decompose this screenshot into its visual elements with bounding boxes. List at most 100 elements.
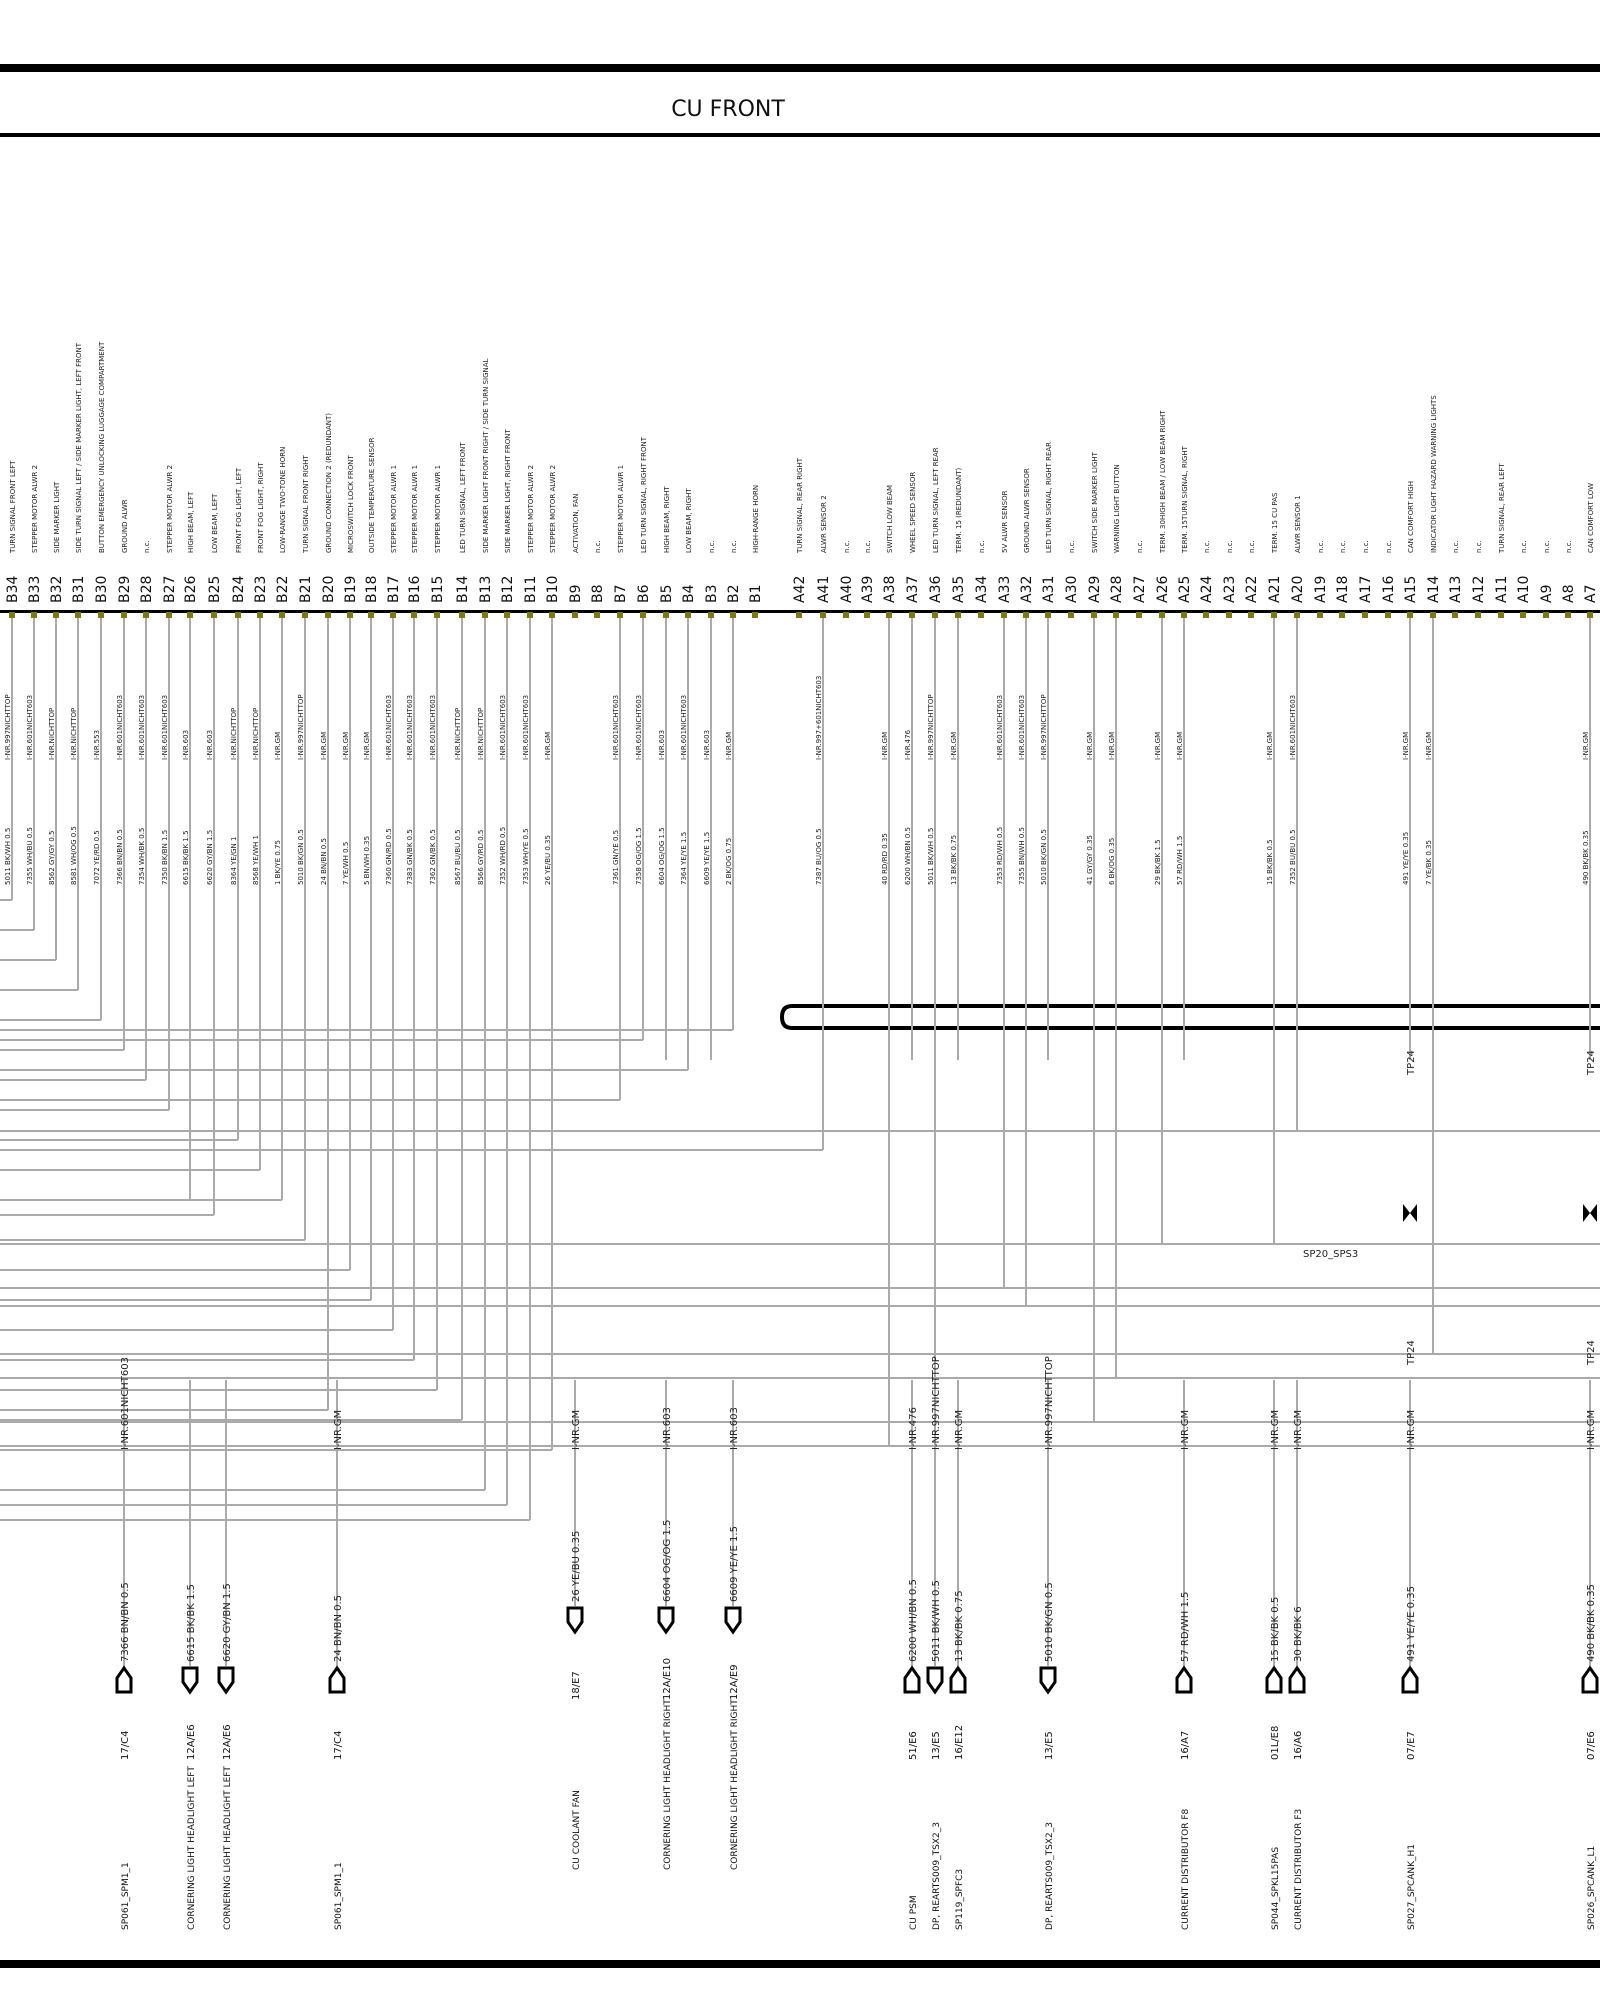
drop-connector-id: 13/E5 [1044, 1731, 1055, 1760]
pin-wire-label: 7355 BN/WH 0.5 [1018, 827, 1026, 885]
pin-wire-label: 57 RD/WH 1.5 [1176, 836, 1184, 885]
pin-marker [98, 612, 104, 618]
pin-a38: SWITCH LOW BEAM A38 [882, 485, 898, 618]
drop-2: 6620 GY/BN 1.5 12A/E6 CORNERING LIGHT HEAD… [217, 1380, 235, 1930]
pin-number: B7 [613, 584, 629, 603]
pin-marker [31, 612, 37, 618]
drop-wire-label: 6604 OG/OG 1.5 [662, 1520, 673, 1602]
pin-wire-label: 490 BK/BK 0.35 [1582, 830, 1590, 885]
pin-b27: STEPPER MOTOR ALWR 2 B27 [162, 465, 178, 618]
pin-wire-label: 7362 GN/BK 0.5 [429, 829, 437, 885]
pin-net-label: I-NR.601NICHT603 [161, 695, 169, 760]
pin-function-label: n.c. [1452, 540, 1460, 553]
pin-number: B29 [117, 576, 133, 603]
drop-0: I-NR.601NICHT603 7366 BN/BN 0.5 17/C4 SP061… [115, 1357, 133, 1930]
drop-wire-label: 5011 BK/WH 0.5 [931, 1580, 942, 1662]
pin-number: B16 [407, 575, 423, 603]
pin-number: B33 [27, 576, 43, 603]
drop-destination: CORNERING LIGHT HEADLIGHT LEFT [187, 1766, 197, 1930]
pin-function-label: SWITCH SIDE MARKER LIGHT [1091, 451, 1099, 553]
pin-b29: GROUND ALWR B29 [117, 499, 133, 618]
pin-marker [1452, 612, 1458, 618]
pin-marker [504, 612, 510, 618]
pin-wire-label: 7352 BU/BU 0.5 [1289, 829, 1297, 885]
pin-function-label: n.c. [730, 540, 738, 553]
pin-wire-label: 7383 GN/BK 0.5 [406, 829, 414, 885]
pin-marker [843, 612, 849, 618]
pin-function-label: n.c. [1317, 540, 1325, 553]
pin-function-label: LED TURN SIGNAL, LEFT FRONT [459, 442, 467, 553]
pin-marker [1317, 612, 1323, 618]
pin-b12: SIDE MARKER LIGHT, RIGHT FRONT B12 [500, 429, 516, 618]
pin-function-label: GROUND ALWR [121, 499, 129, 553]
pin-wire-label: 7354 WH/BK 0.5 [138, 828, 146, 885]
pin-function-label: n.c. [1565, 540, 1573, 553]
splice-label: SP20_SPS3 [1303, 1249, 1358, 1260]
drop-connector-id: 17/C4 [333, 1731, 344, 1760]
pin-a30: n.c. A30 [1064, 540, 1080, 618]
pin-function-label: LED TURN SIGNAL, RIGHT FRONT [640, 436, 648, 553]
pin-function-label: n.c. [1543, 540, 1551, 553]
pin-b25: LOW BEAM, LEFT B25 [207, 493, 223, 618]
pin-net-label: I-NR.601NICHT603 [996, 695, 1004, 760]
pin-wire-label: 7361 GN/YE 0.5 [612, 830, 620, 885]
pin-number: B26 [183, 575, 199, 603]
pin-b7: STEPPER MOTOR ALWR 1 B7 [613, 465, 629, 618]
pin-marker [1113, 612, 1119, 618]
pin-net-label: I-NR.997NICHTTOP [1040, 694, 1048, 760]
pin-marker [9, 612, 15, 618]
connector-symbol [181, 1666, 199, 1695]
pin-number: A13 [1448, 576, 1464, 603]
drop-connector-id: 16/E12 [954, 1725, 965, 1760]
pin-marker [459, 612, 465, 618]
drop-net-label: I-NR.GM [571, 1410, 582, 1450]
drop-wire-label: 5010 BK/GN 0.5 [1044, 1582, 1055, 1662]
pin-wire-label: 8581 WH/OG 0.5 [70, 826, 78, 885]
pin-marker [1498, 612, 1504, 618]
drop-wire-label: 6200 WH/BN 0.5 [908, 1579, 919, 1662]
bottom-border [0, 1960, 1600, 1968]
pin-a37: WHEEL SPEED SENSOR A37 [905, 472, 921, 618]
pin-number: B6 [636, 584, 652, 603]
pin-net-label: I-NR.GM [544, 732, 552, 760]
connector-symbol [657, 1606, 675, 1635]
pin-marker [1045, 612, 1051, 618]
pin-number: A33 [997, 576, 1013, 603]
pin-a36: LED TURN SIGNAL, LEFT REAR A36 [928, 447, 944, 618]
pin-net-label: I-NR.553 [93, 730, 101, 760]
drop-net-label: I-NR.GM [1293, 1410, 1304, 1450]
drop-net-label: I-NR.997NICHTTOP [931, 1356, 942, 1450]
pin-a42: TURN SIGNAL, REAR RIGHT A42 [792, 457, 808, 618]
pin-number: B13 [478, 576, 494, 603]
pin-marker [617, 612, 623, 618]
drop-connector-id: 12A/E10 [662, 1658, 673, 1700]
pin-function-label: STEPPER MOTOR ALWR 1 [411, 465, 419, 553]
pin-number: A26 [1155, 576, 1171, 603]
pin-number: A42 [792, 576, 808, 603]
drop-4: I-NR.GM 26 YE/BU 0.35 18/E7 CU COOLANT FAN [566, 1380, 584, 1870]
drop-destination: SP061_SPM1_1 [334, 1862, 344, 1930]
drop-destination: CURRENT DISTRIBUTOR F3 [1294, 1809, 1304, 1930]
pin-marker [75, 612, 81, 618]
pin-b33: STEPPER MOTOR ALWR 2 B33 [27, 465, 43, 618]
pin-net-label: I-NR.GM [1154, 732, 1162, 760]
pin-wire-label: 7355 WH/BU 0.5 [26, 827, 34, 885]
pin-marker [1565, 612, 1571, 618]
pin-wire-label: 5010 BK/GN 0.5 [1040, 829, 1048, 885]
pin-function-label: TURN SIGNAL FRONT LEFT [9, 460, 17, 554]
pin-function-label: INDICATOR LIGHT HAZARD WARNING LIGHTS [1430, 395, 1438, 553]
pin-wire-label: 29 BK/BK 1.5 [1154, 839, 1162, 885]
pin-number: A23 [1222, 576, 1238, 603]
pin-wire-label: 7350 BK/BN 1.5 [161, 830, 169, 885]
pin-number: A19 [1313, 576, 1329, 603]
pin-function-label: TERM. 15TURN SIGNAL, RIGHT [1181, 445, 1189, 554]
pin-marker [1587, 612, 1593, 618]
pin-marker [1203, 612, 1209, 618]
drop-11: I-NR.GM 57 RD/WH 1.5 16/A7 CURRENT DISTRIBU… [1175, 1380, 1193, 1930]
drop-net-label: I-NR.GM [333, 1410, 344, 1450]
pin-number: A7 [1583, 585, 1599, 603]
pin-function-label: FRONT FOG LIGHT, RIGHT [257, 462, 265, 553]
pin-marker [1385, 612, 1391, 618]
pin-wire-label: 5 BN/WH 0.35 [363, 836, 371, 885]
pin-wire-label: 7360 GN/RD 0.5 [385, 828, 393, 885]
